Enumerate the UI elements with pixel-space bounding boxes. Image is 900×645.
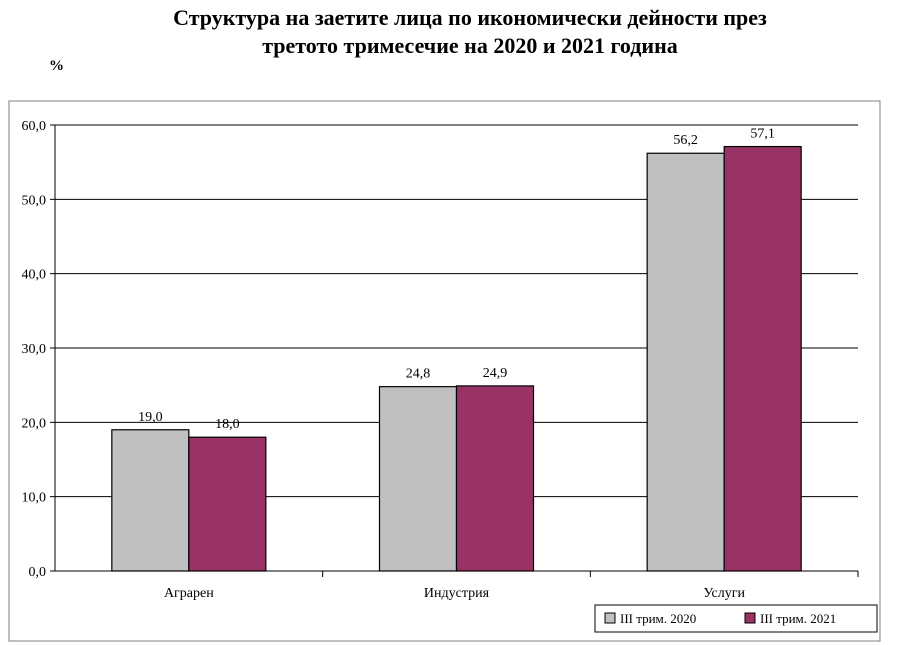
- bar: [646, 152, 725, 572]
- legend: [594, 604, 878, 633]
- legend-label: III трим. 2021: [760, 611, 836, 626]
- data-label: 24,9: [483, 366, 508, 381]
- legend-label: III трим. 2020: [620, 611, 696, 626]
- data-label: 19,0: [138, 410, 163, 425]
- y-tick-label: 10,0: [22, 491, 47, 506]
- y-tick-label: 50,0: [22, 193, 47, 208]
- data-label: 57,1: [750, 127, 775, 142]
- chart-title-line-2: третото тримесечие на 2020 и 2021 година: [262, 33, 678, 58]
- chart-title: Структура на заетите лица по икономическ…: [120, 4, 820, 60]
- bar: [455, 385, 535, 572]
- bar: [378, 386, 458, 572]
- y-tick-label: 60,0: [22, 119, 47, 134]
- bar: [723, 145, 802, 572]
- y-tick-label: 0,0: [29, 565, 47, 580]
- legend-swatch: [744, 612, 756, 624]
- y-tick-label: 20,0: [22, 416, 47, 431]
- x-tick-label: Индустрия: [424, 586, 490, 601]
- data-label: 56,2: [673, 133, 698, 148]
- data-label: 24,8: [406, 367, 431, 382]
- bar: [188, 436, 267, 572]
- bar: [111, 429, 190, 572]
- unit-label: %: [49, 58, 64, 74]
- chart-title-line-1: Структура на заетите лица по икономическ…: [173, 5, 767, 30]
- y-tick-label: 40,0: [22, 268, 47, 283]
- y-tick-label: 30,0: [22, 342, 47, 357]
- x-tick-label: Аграрен: [164, 586, 214, 601]
- legend-swatch: [604, 612, 616, 624]
- x-tick-label: Услуги: [703, 586, 745, 601]
- data-label: 18,0: [215, 417, 240, 432]
